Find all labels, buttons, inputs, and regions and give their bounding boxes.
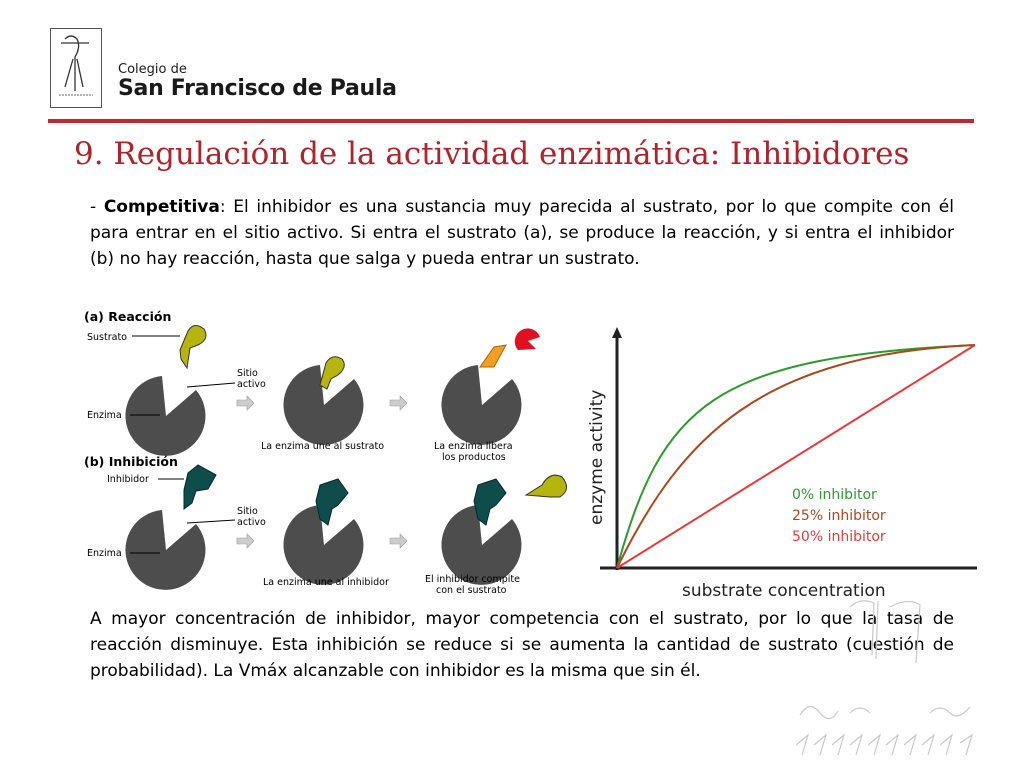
slide-title: 9. Regulación de la actividad enzimática… <box>74 136 910 172</box>
inhibitor-bound-b3 <box>473 478 507 526</box>
enzyme-b1 <box>125 510 206 590</box>
caption-a1: La enzima une al sustrato <box>261 441 384 452</box>
header-divider <box>48 119 974 123</box>
substrate-a1 <box>179 325 207 370</box>
logo-school-name: San Francisco de Paula <box>118 76 397 101</box>
legend-50pct: 50% inhibitor <box>792 529 886 545</box>
intro-term: Competitiva <box>103 197 220 217</box>
arrow-b1 <box>236 533 255 549</box>
conclusion-paragraph: A mayor concentración de inhibidor, mayo… <box>90 609 954 681</box>
enzyme-activity-chart: 0% inhibitor 25% inhibitor 50% inhibitor… <box>587 327 977 601</box>
inhibitor-b1 <box>183 464 217 510</box>
enzyme-a3 <box>441 365 522 445</box>
caption-a2-line1: La enzima libera <box>434 441 513 452</box>
intro-text: : El inhibidor es una sustancia muy pare… <box>90 197 954 269</box>
label-enzima-b: Enzima <box>87 548 122 559</box>
x-axis-label: substrate concentration <box>682 581 886 601</box>
arrow-a2 <box>389 395 408 411</box>
product-red <box>514 328 540 350</box>
signature-watermark <box>795 600 974 756</box>
label-activo-a1: activo <box>237 379 266 390</box>
inhibitor-bound-b2 <box>315 478 349 526</box>
enzyme-a1 <box>125 376 206 456</box>
arrow-a1 <box>236 395 255 411</box>
school-crest-logo <box>50 28 102 108</box>
label-sitio-a1: Sitio <box>237 368 258 379</box>
y-axis-label: enzyme activity <box>587 390 607 525</box>
panel-b-title: (b) Inhibición <box>84 454 178 469</box>
series-25pct-line <box>616 344 976 569</box>
intro-bullet: - <box>90 197 104 217</box>
product-orange <box>479 344 507 368</box>
legend-0pct: 0% inhibitor <box>792 487 877 503</box>
caption-b2-line1: El inhibidor compite <box>425 574 520 585</box>
substrate-bound-a2 <box>319 356 345 390</box>
intro-paragraph: - Competitiva: El inhibidor es una susta… <box>90 194 954 272</box>
caption-a2-line2: los productos <box>442 452 506 463</box>
substrate-competing-b3 <box>524 474 567 498</box>
label-sitio-b1: Sitio <box>237 506 258 517</box>
enzyme-inhibition-diagram: (a) Reacción Sustrato Sitio activo Enzim… <box>84 309 567 596</box>
label-enzima-a: Enzima <box>87 410 122 421</box>
caption-b1: La enzima une al inhibidor <box>263 577 389 588</box>
label-sustrato: Sustrato <box>87 332 127 343</box>
crest-drawing <box>59 35 93 96</box>
series-0pct-line <box>616 344 976 569</box>
series-50pct-line <box>616 344 976 569</box>
label-activo-b1: activo <box>237 517 266 528</box>
panel-a-title: (a) Reacción <box>84 309 171 324</box>
logo-subtitle: Colegio de <box>118 62 187 77</box>
caption-b2-line2: con el sustrato <box>436 585 507 596</box>
arrow-b2 <box>389 533 408 549</box>
label-inhibidor: Inhibidor <box>107 474 149 485</box>
legend-25pct: 25% inhibitor <box>792 508 886 524</box>
